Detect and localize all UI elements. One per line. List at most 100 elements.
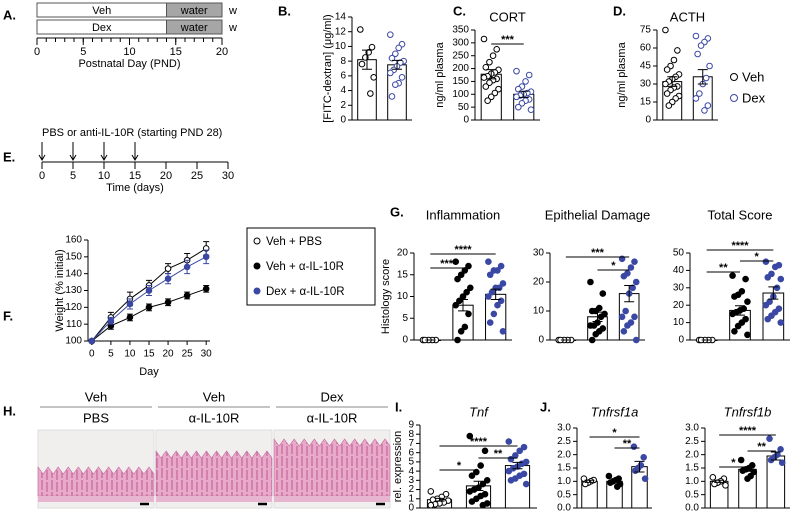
y-tick-label: 10 xyxy=(335,41,347,52)
error-bar xyxy=(473,480,484,491)
x-axis-label: Day xyxy=(139,366,159,378)
data-point xyxy=(704,102,712,109)
data-point xyxy=(461,267,469,274)
data-point xyxy=(515,85,522,93)
significance-label: *** xyxy=(591,247,605,259)
dose-arrow xyxy=(69,142,77,161)
column-group-label: Veh xyxy=(85,389,107,404)
x-tick-label: 5 xyxy=(108,349,114,360)
data-point xyxy=(427,501,435,509)
significance-label: **** xyxy=(731,240,749,252)
data-point xyxy=(692,32,700,40)
dose-arrow xyxy=(131,142,139,161)
data-point xyxy=(490,310,498,318)
significance-label: ** xyxy=(719,262,728,274)
x-tick-label: 15 xyxy=(143,349,155,360)
data-point xyxy=(697,42,705,49)
data-point xyxy=(762,301,770,309)
period-label: Dex xyxy=(92,22,112,34)
data-point xyxy=(632,278,640,286)
dose-arrow xyxy=(100,142,108,161)
data-point xyxy=(454,275,461,283)
error-bar xyxy=(592,311,603,322)
data-point xyxy=(731,293,738,300)
data-point xyxy=(597,313,605,321)
y-tick-label: 75 xyxy=(640,25,652,36)
data-point xyxy=(494,301,501,309)
data-point xyxy=(522,480,530,488)
data-point xyxy=(480,35,488,43)
y-tick-label: 3.0 xyxy=(557,423,571,434)
significance-label: ** xyxy=(623,438,632,450)
data-point xyxy=(392,50,399,58)
x-tick-label: 30 xyxy=(222,170,234,182)
data-point xyxy=(520,443,528,451)
data-point xyxy=(513,93,520,101)
data-point xyxy=(631,258,638,266)
y-tick-label: 5 xyxy=(402,313,408,324)
data-point xyxy=(357,26,364,33)
data-point xyxy=(490,267,498,274)
x-axis-label: Time (days) xyxy=(106,182,164,194)
data-point xyxy=(627,264,635,271)
y-tick-label: 150 xyxy=(452,76,469,87)
data-point xyxy=(387,31,394,38)
x-tick-label: 0 xyxy=(89,349,95,360)
data-point xyxy=(525,71,533,79)
x-tick-label: 5 xyxy=(80,46,86,58)
data-point xyxy=(473,468,480,476)
y-tick-label: 0.5 xyxy=(557,489,571,500)
chart-title: Tnfrsf1a xyxy=(591,404,639,419)
data-point xyxy=(696,90,703,97)
row-end-label: w xyxy=(228,22,237,34)
data-point xyxy=(507,477,515,484)
y-tick-label: 0 xyxy=(408,503,414,514)
data-point xyxy=(485,293,492,300)
data-point xyxy=(489,52,497,60)
data-point xyxy=(632,467,639,474)
error-bar xyxy=(770,451,781,461)
y-tick-label: 2.0 xyxy=(685,449,699,460)
error-bar xyxy=(735,305,745,316)
error-bar xyxy=(667,76,678,87)
error-bar xyxy=(434,497,445,502)
y-tick-label: 3.0 xyxy=(685,423,699,434)
data-point xyxy=(588,307,596,315)
data-point xyxy=(737,456,745,464)
data-point xyxy=(505,438,513,445)
data-point xyxy=(641,475,649,482)
y-tick-label: 9 xyxy=(408,420,414,431)
data-point xyxy=(777,446,784,453)
y-tick-label: 1.5 xyxy=(685,463,699,474)
y-tick-label: 2.5 xyxy=(685,436,699,447)
significance-label: **** xyxy=(739,425,757,437)
data-point xyxy=(515,103,522,111)
legend-marker xyxy=(730,73,738,81)
series-marker xyxy=(183,292,191,299)
error-bar xyxy=(486,69,497,80)
data-point xyxy=(505,467,513,475)
y-tick-label: 0 xyxy=(645,115,651,126)
series-marker xyxy=(164,265,172,272)
x-tick-label: 0 xyxy=(34,46,40,58)
legend-label: Veh + PBS xyxy=(266,236,322,248)
data-point xyxy=(778,459,786,466)
data-point xyxy=(662,80,669,88)
data-point xyxy=(497,262,505,270)
significance-label: **** xyxy=(454,244,472,256)
y-tick-label: 0.0 xyxy=(557,503,571,514)
data-point xyxy=(392,81,399,88)
data-point xyxy=(480,74,488,81)
muscle-layer xyxy=(274,496,390,502)
significance-label: * xyxy=(611,260,616,272)
y-tick-label: 1.0 xyxy=(685,476,699,487)
y-tick-label: 14 xyxy=(335,12,347,23)
data-point xyxy=(729,310,736,318)
y-tick-label: 10 xyxy=(533,306,545,317)
data-point xyxy=(493,45,500,53)
panel-label: B. xyxy=(278,3,291,18)
panel-label: F. xyxy=(3,308,13,323)
data-point xyxy=(701,107,708,114)
y-tick-label: 250 xyxy=(452,50,469,61)
